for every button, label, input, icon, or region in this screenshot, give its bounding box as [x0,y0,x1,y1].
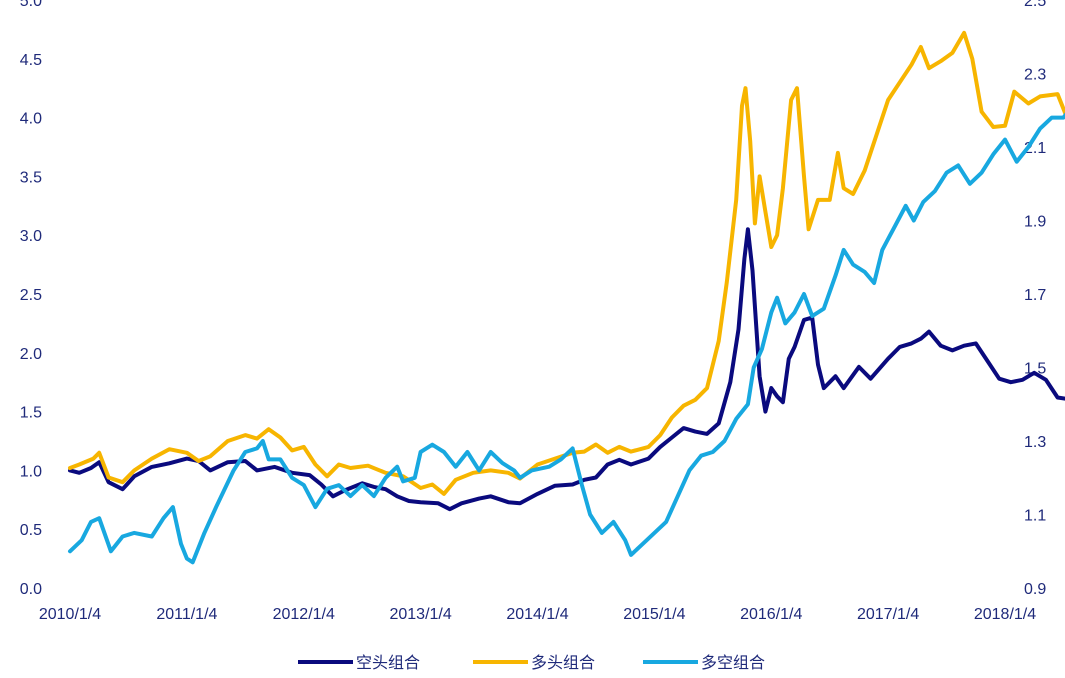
legend: 空头组合 多头组合 多空组合 [298,653,765,672]
legend-label: 空头组合 [356,653,420,672]
left-y-tick-label: 5.0 [20,0,42,10]
series-line-3 [68,112,1065,565]
x-axis: 2010/1/4 2011/1/4 2012/1/4 2013/1/4 2014/1/4… [39,606,1036,623]
series-layer [68,30,1065,565]
x-tick-label: 2012/1/4 [273,606,335,623]
x-tick-label: 2015/1/4 [623,606,685,623]
left-y-axis: 0.0 0.5 1.0 1.5 2.0 2.5 3.0 3.5 4.0 4.5 5.0 [20,0,42,598]
x-tick-label: 2017/1/4 [857,606,919,623]
left-y-tick-label: 4.5 [20,52,42,69]
right-y-tick-label: 1.9 [1024,214,1046,231]
right-y-tick-label: 1.1 [1024,508,1046,525]
legend-label: 多空组合 [701,653,765,672]
series-line-1 [68,227,1065,512]
right-y-axis: 0.91.11.31.51.71.92.12.32.5 [1024,0,1046,598]
right-y-tick-label: 1.3 [1024,434,1046,451]
left-y-tick-label: 0.5 [20,522,42,539]
x-tick-label: 2018/1/4 [974,606,1036,623]
left-y-tick-label: 1.5 [20,405,42,422]
x-tick-label: 2010/1/4 [39,606,101,623]
right-y-tick-label: 2.5 [1024,0,1046,10]
left-y-tick-label: 2.0 [20,346,42,363]
left-y-tick-label: 2.5 [20,287,42,304]
x-tick-label: 2011/1/4 [156,606,217,623]
left-y-tick-label: 3.5 [20,169,42,186]
legend-label: 多头组合 [531,653,595,672]
x-tick-label: 2014/1/4 [506,606,568,623]
right-y-tick-label: 0.9 [1024,581,1046,598]
right-y-tick-label: 2.3 [1024,67,1046,84]
left-y-tick-label: 1.0 [20,463,42,480]
left-y-tick-label: 3.0 [20,228,42,245]
right-y-tick-label: 1.7 [1024,287,1046,304]
left-y-tick-label: 4.0 [20,111,42,128]
x-tick-label: 2013/1/4 [389,606,451,623]
left-y-tick-label: 0.0 [20,581,42,598]
series-line-2 [68,30,1065,496]
x-tick-label: 2016/1/4 [740,606,802,623]
